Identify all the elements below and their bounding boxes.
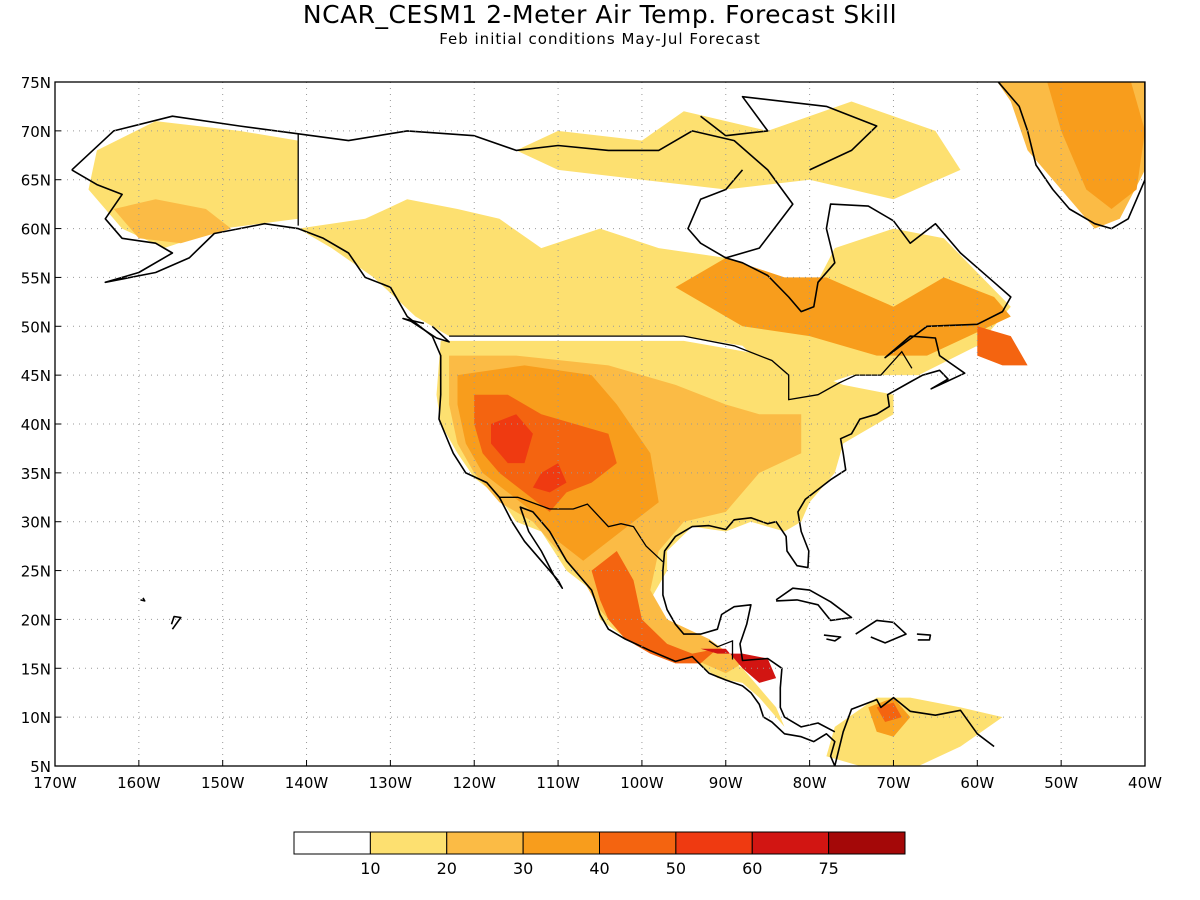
skill-region-16 xyxy=(826,697,1003,766)
lon-label-0: 170W xyxy=(33,774,77,792)
coastline-11 xyxy=(170,615,182,630)
skill-region-8 xyxy=(491,414,533,464)
coastline-7 xyxy=(823,634,842,642)
border-3 xyxy=(708,639,734,660)
lon-label-7: 100W xyxy=(620,774,664,792)
lon-label-12: 50W xyxy=(1044,774,1078,792)
border-2 xyxy=(499,496,664,563)
lat-label-12: 65N xyxy=(21,172,51,190)
latitude-labels: 5N 10N 15N 20N 25N 30N 35N 40N 45N 50N 55N 60N 65N 70… xyxy=(21,74,61,776)
lat-label-7: 40N xyxy=(21,416,51,434)
map-subtitle: Feb initial conditions May-Jul Forecast xyxy=(439,30,761,48)
legend-label-4: 50 xyxy=(666,859,686,878)
lon-label-1: 160W xyxy=(117,774,161,792)
skill-region-12 xyxy=(675,257,1011,356)
legend-label-5: 60 xyxy=(742,859,762,878)
coastline-1 xyxy=(71,169,836,766)
lat-label-4: 25N xyxy=(21,563,51,581)
lat-label-2: 15N xyxy=(21,660,51,678)
skill-region-1 xyxy=(113,199,232,244)
lon-label-3: 140W xyxy=(285,774,329,792)
legend-swatch-5 xyxy=(675,831,753,855)
skill-region-2 xyxy=(298,199,1011,395)
lon-label-2: 150W xyxy=(201,774,245,792)
border-1 xyxy=(449,335,913,401)
lat-label-6: 35N xyxy=(21,465,51,483)
skill-region-11 xyxy=(700,648,777,683)
coastline-12 xyxy=(140,597,146,602)
coastline-2 xyxy=(662,203,1012,733)
coastline-5 xyxy=(775,587,853,622)
lat-label-9: 50N xyxy=(21,318,51,336)
skill-region-3 xyxy=(516,101,961,200)
skill-shading xyxy=(88,82,1145,766)
coastline-0 xyxy=(71,115,794,259)
skill-region-15 xyxy=(1047,82,1145,209)
coastline-3 xyxy=(834,696,995,766)
lat-label-0: 5N xyxy=(30,758,51,776)
legend-label-0: 10 xyxy=(360,859,380,878)
legend-label-6: 75 xyxy=(818,859,838,878)
legend-label-2: 30 xyxy=(513,859,533,878)
lon-label-8: 90W xyxy=(709,774,743,792)
skill-region-10 xyxy=(591,551,718,664)
legend-swatch-3 xyxy=(522,831,600,855)
skill-region-13 xyxy=(977,326,1028,366)
lon-label-10: 70W xyxy=(877,774,911,792)
lon-label-5: 120W xyxy=(452,774,496,792)
legend-swatch-4 xyxy=(599,831,677,855)
lat-lon-grid xyxy=(55,82,1145,766)
lon-label-4: 130W xyxy=(369,774,413,792)
lon-label-11: 60W xyxy=(960,774,994,792)
legend-swatch-1 xyxy=(369,831,448,855)
lat-label-3: 20N xyxy=(21,611,51,629)
legend-swatch-0 xyxy=(293,831,371,855)
lat-label-13: 70N xyxy=(21,123,51,141)
colorbar-legend: 10 20 30 40 50 60 75 xyxy=(293,831,906,878)
map-title: NCAR_CESM1 2-Meter Air Temp. Forecast Sk… xyxy=(302,0,898,29)
legend-label-1: 20 xyxy=(437,859,457,878)
lon-label-13: 40W xyxy=(1128,774,1162,792)
lat-label-8: 45N xyxy=(21,367,51,385)
coastline-6 xyxy=(855,619,907,644)
legend-label-3: 40 xyxy=(589,859,609,878)
coastline-10 xyxy=(402,317,450,343)
lat-label-14: 75N xyxy=(21,74,51,92)
legend-swatch-2 xyxy=(446,831,524,855)
lat-label-1: 10N xyxy=(21,709,51,727)
lat-label-11: 60N xyxy=(21,221,51,239)
skill-region-9 xyxy=(532,463,567,493)
coastline-8 xyxy=(916,633,932,641)
lat-label-10: 55N xyxy=(21,269,51,287)
legend-swatch-6 xyxy=(751,831,830,855)
legend-swatch-7 xyxy=(828,831,906,855)
lat-label-5: 30N xyxy=(21,514,51,532)
lon-label-9: 80W xyxy=(793,774,827,792)
coastline-4 xyxy=(997,82,1145,230)
coastlines xyxy=(71,82,1145,766)
lon-label-6: 110W xyxy=(536,774,580,792)
coastline-9 xyxy=(700,95,878,171)
longitude-labels: 170W 160W 150W 140W 130W 120W 110W 100W 90W 80W 70… xyxy=(33,760,1162,792)
